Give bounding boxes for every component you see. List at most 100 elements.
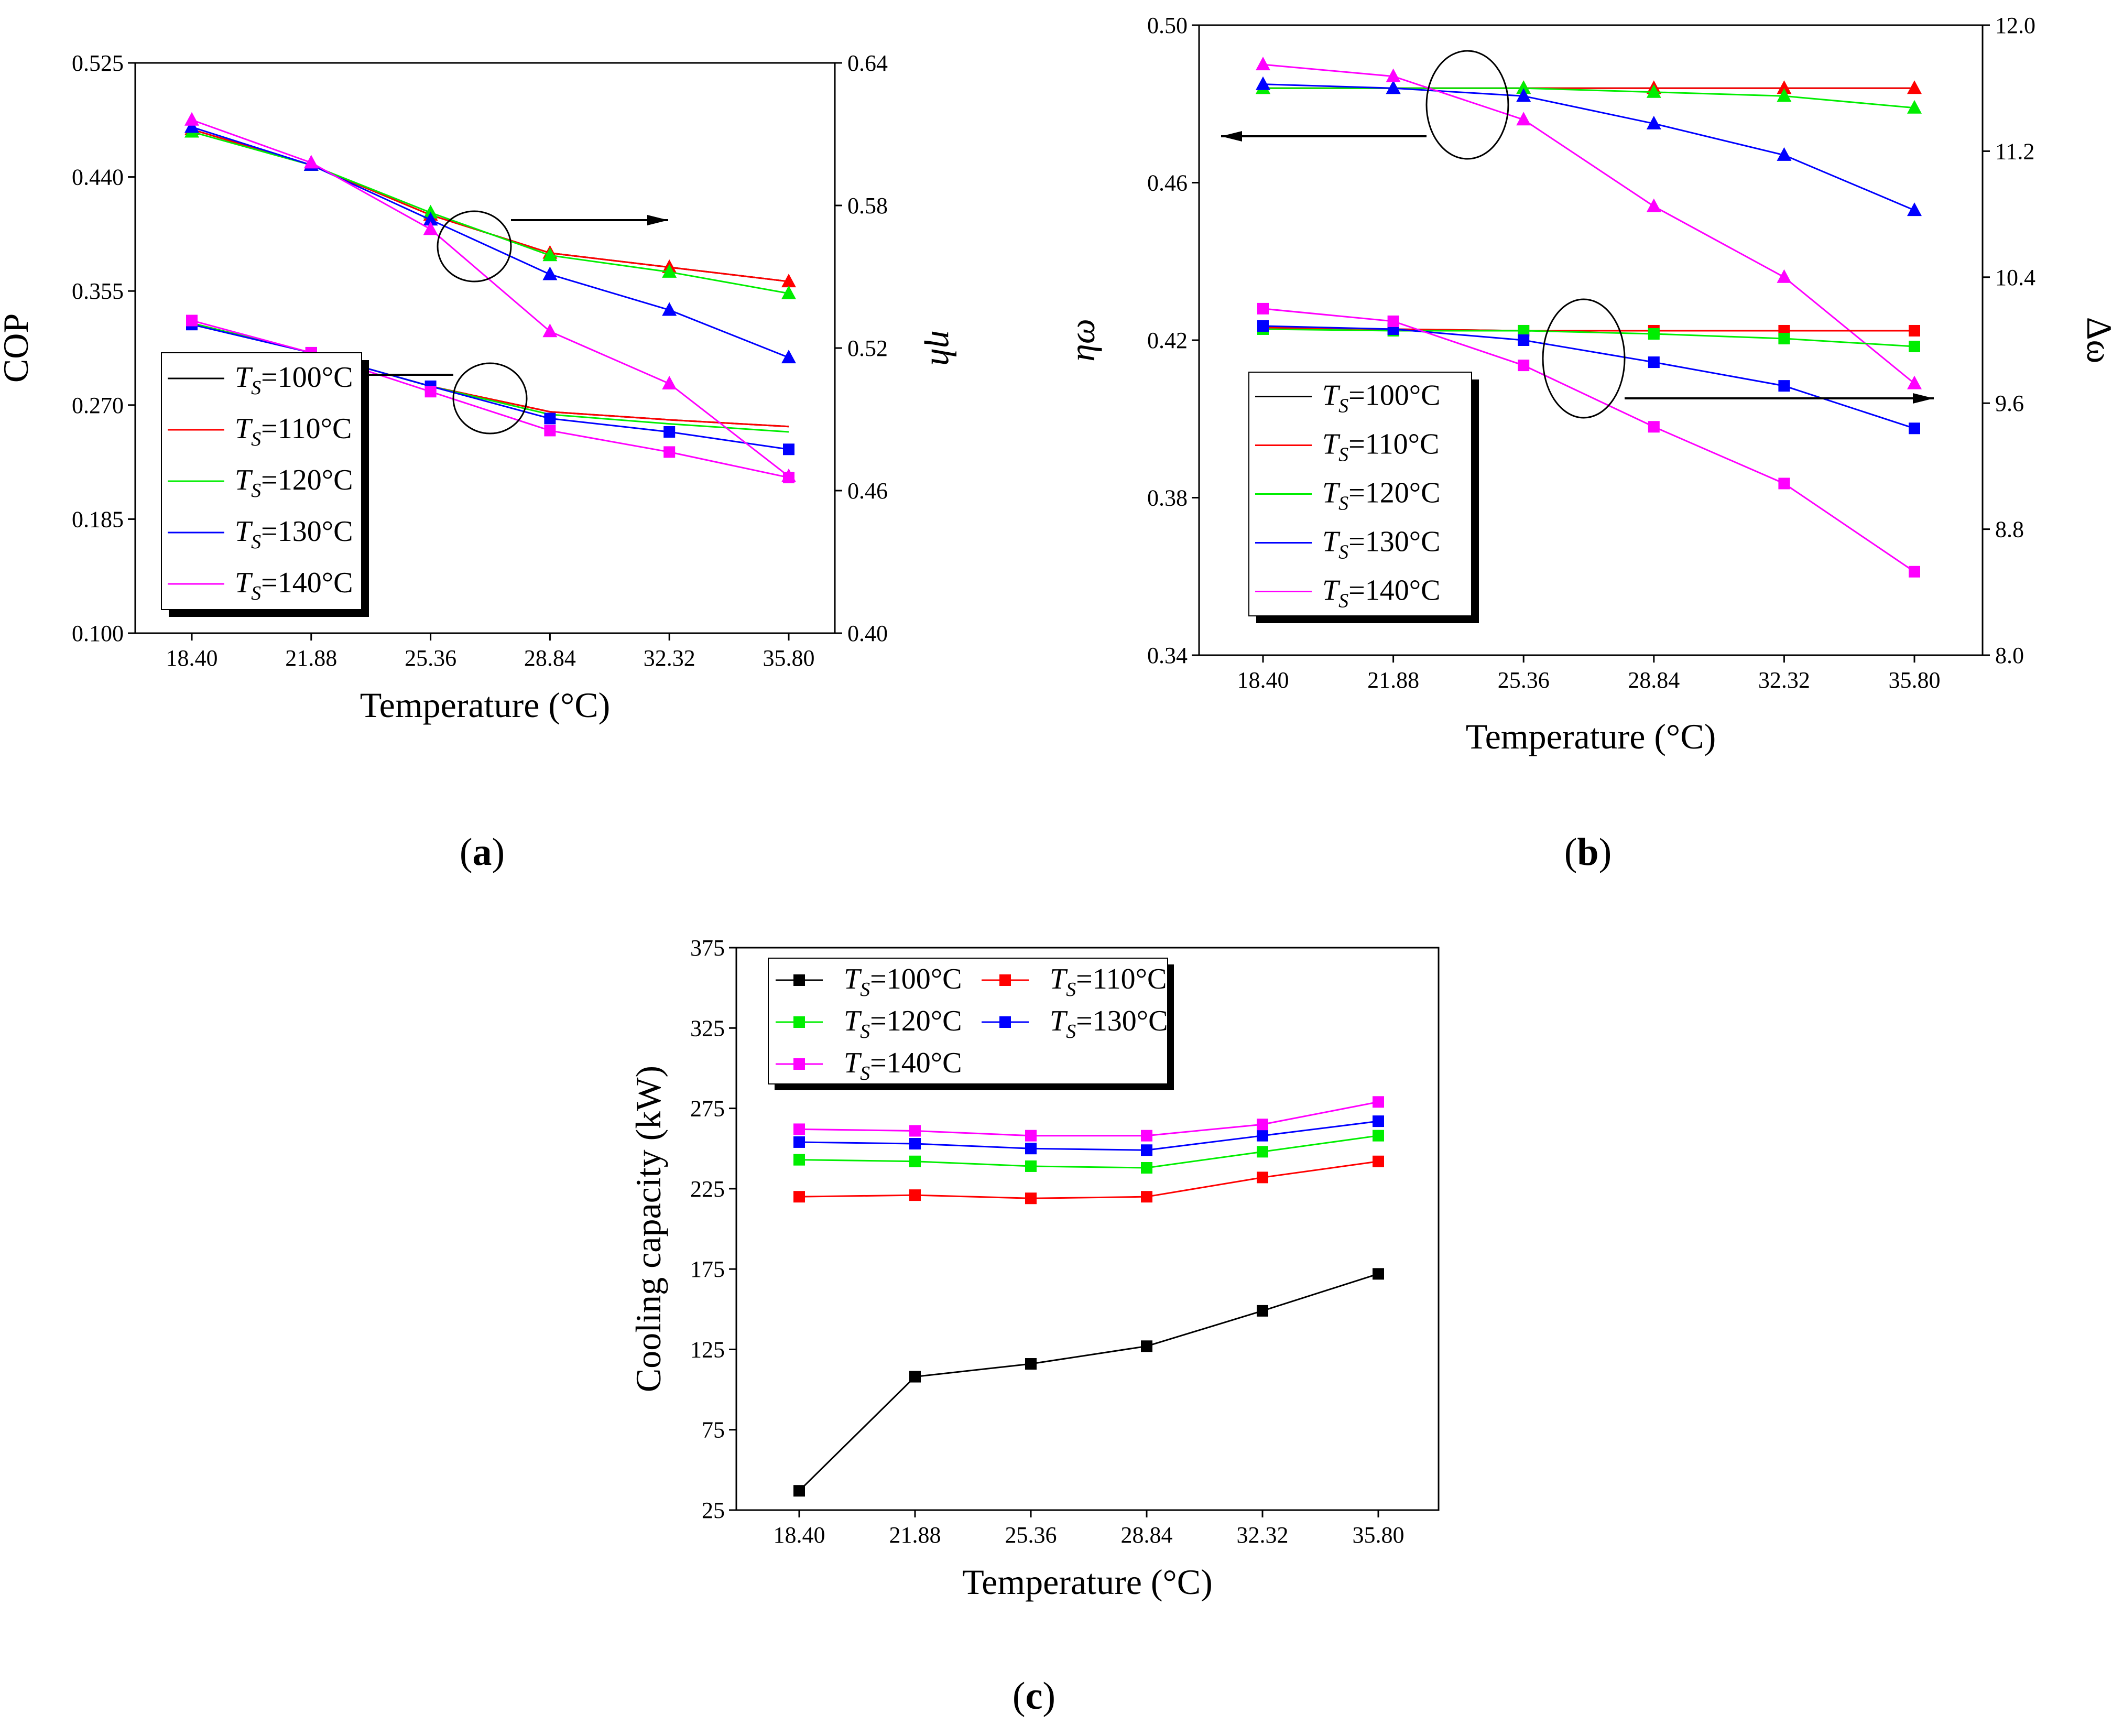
callout-ellipse [1425, 50, 1509, 160]
caption-b: (b) [1564, 831, 1612, 874]
series-line-140°C [799, 1101, 1379, 1137]
arrow-right-head [1913, 393, 1934, 404]
y2-axis-label: ηh [924, 330, 964, 366]
data-point [1777, 88, 1792, 102]
data-point [542, 247, 558, 262]
plot-frame [735, 947, 1440, 1511]
y2-tick-label: 8.8 [1995, 517, 2024, 542]
series-line-130°C [191, 126, 789, 359]
series-line-100°C [798, 1273, 1379, 1492]
series-line-140°C [191, 320, 789, 479]
y-tick-label: 275 [690, 1096, 725, 1122]
data-point [1141, 1144, 1152, 1156]
data-point [423, 221, 438, 235]
data-point [1141, 1162, 1152, 1174]
chart-a: 18.40 21.88 25.36 28.84 32.32 35.80 0.100 0.185… [0, 50, 964, 725]
data-point [1907, 80, 1922, 94]
x-tick-label: 32.32 [1237, 1522, 1289, 1548]
data-point [424, 386, 437, 398]
legend-label: TS=140°C [1322, 574, 1440, 612]
y-tick-label: 0.270 [72, 393, 124, 418]
data-point [1907, 202, 1922, 216]
data-point [1516, 112, 1531, 126]
data-point [1648, 421, 1660, 433]
x-tick-label: 35.80 [1353, 1522, 1405, 1548]
y-tick-label: 0.440 [72, 165, 124, 190]
data-point [1909, 566, 1920, 578]
legend-label: TS=100°C [235, 361, 353, 399]
x-tick-label: 32.32 [1758, 667, 1810, 693]
data-point [1778, 332, 1790, 344]
data-point [1907, 375, 1922, 389]
legend-marker [793, 1058, 805, 1070]
data-point [1141, 1191, 1152, 1203]
data-point [1777, 80, 1792, 94]
data-point [781, 285, 796, 299]
legend-box [768, 958, 1168, 1084]
data-point [1387, 315, 1399, 327]
data-point [662, 302, 677, 316]
data-point [1648, 356, 1660, 368]
y-tick-label: 0.525 [72, 50, 124, 76]
legend-label: TS=100°C [1322, 379, 1440, 417]
y2-axis-label: Δω [2080, 317, 2112, 364]
data-point [909, 1189, 921, 1201]
data-point [1257, 1146, 1268, 1158]
x-tick-label: 25.36 [1005, 1522, 1057, 1548]
callout-ellipse [437, 210, 512, 283]
data-point [909, 1155, 921, 1167]
series-line-140°C [191, 119, 789, 477]
y-tick-label: 175 [690, 1256, 725, 1282]
data-point [1516, 88, 1531, 102]
y-tick-label: 0.34 [1147, 643, 1188, 668]
y-tick-label: 0.355 [72, 278, 124, 304]
series-line-140°C [1262, 308, 1915, 572]
data-point [1518, 324, 1530, 337]
data-point [542, 323, 558, 338]
chart-b: 18.40 21.88 25.36 28.84 32.32 35.80 0.34 0.38 0.… [1062, 13, 2112, 756]
x-tick-label: 18.40 [1237, 667, 1289, 693]
series-line-120°C [1263, 87, 1915, 109]
legend-label: TS=130°C [1322, 526, 1440, 563]
y-tick-label: 0.38 [1147, 485, 1188, 511]
legend-label: TS=130°C [235, 515, 353, 553]
callout-ellipse [1542, 298, 1626, 419]
y2-tick-label: 11.2 [1995, 138, 2034, 164]
series-line-130°C [799, 1120, 1379, 1151]
y-tick-label: 0.46 [1147, 170, 1188, 196]
data-point [1257, 1305, 1268, 1317]
y2-tick-label: 0.64 [847, 50, 888, 76]
x-axis-label: Temperature (°C) [1466, 717, 1716, 756]
data-point [781, 468, 796, 482]
data-point [1516, 80, 1531, 94]
legend-marker [999, 1016, 1011, 1028]
data-point [1386, 68, 1401, 82]
data-point [1518, 334, 1530, 346]
legend-label: TS=120°C [235, 464, 353, 502]
y2-tick-label: 0.58 [847, 193, 888, 219]
x-tick-label: 28.84 [1121, 1522, 1173, 1548]
y-tick-label: 375 [690, 935, 725, 961]
data-point [1518, 360, 1530, 372]
data-point [184, 119, 199, 133]
data-point [909, 1125, 921, 1137]
legend-label: TS=100°C [844, 963, 962, 1001]
x-tick-label: 28.84 [1628, 667, 1680, 693]
data-point [1025, 1160, 1037, 1172]
x-tick-label: 25.36 [405, 645, 456, 671]
data-point [542, 266, 558, 280]
y2-tick-label: 10.4 [1995, 265, 2035, 290]
legend-label: TS=120°C [844, 1005, 962, 1043]
y-tick-label: 0.100 [72, 621, 124, 646]
data-point [1646, 84, 1661, 98]
data-point [1648, 328, 1660, 340]
y2-tick-label: 0.46 [847, 478, 888, 504]
data-point [1256, 57, 1270, 71]
y-tick-label: 0.185 [72, 506, 124, 532]
chart-c: 18.40 21.88 25.36 28.84 32.32 35.80 25 75 125 175… [628, 935, 1440, 1602]
data-point [1373, 1130, 1384, 1142]
y-axis-label: Cooling capacity (kW) [628, 1066, 668, 1392]
x-tick-label: 18.40 [166, 645, 218, 671]
y2-tick-label: 0.52 [847, 335, 888, 361]
legend-label: TS=110°C [1050, 963, 1167, 1001]
